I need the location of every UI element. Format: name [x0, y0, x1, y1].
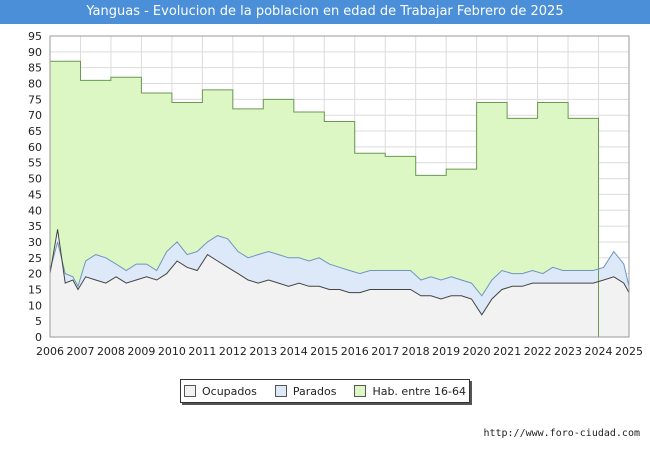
x-tick-label: 2012: [219, 345, 247, 358]
x-tick-label: 2024: [585, 345, 613, 358]
plot-border: [49, 35, 630, 338]
legend-swatch-parados: [274, 385, 287, 397]
y-tick-label: 65: [28, 125, 42, 138]
legend: Ocupados Parados Hab. entre 16-64: [180, 379, 470, 403]
series-line-ocupados: [49, 229, 630, 316]
y-tick-label: 40: [28, 204, 42, 217]
chart-title: Yanguas - Evolucion de la poblacion en e…: [0, 0, 650, 24]
x-tick-label: 2006: [36, 345, 64, 358]
legend-swatch-hab: [354, 385, 367, 397]
x-tick-label: 2023: [554, 345, 582, 358]
x-tick-label: 2011: [188, 345, 216, 358]
y-tick-label: 35: [28, 220, 42, 233]
y-tick-label: 60: [28, 141, 42, 154]
series-line-hab: [50, 60, 599, 337]
x-tick-label: 2008: [97, 345, 125, 358]
y-tick-label: 95: [28, 30, 42, 43]
y-tick-label: 55: [28, 157, 42, 170]
source-link[interactable]: http://www.foro-ciudad.com: [483, 428, 640, 439]
y-tick-label: 5: [35, 315, 42, 328]
x-tick-label: 2018: [402, 345, 430, 358]
y-tick-label: 70: [28, 109, 42, 122]
x-tick-label: 2025: [615, 345, 643, 358]
x-tick-label: 2014: [280, 345, 308, 358]
x-tick-label: 2010: [158, 345, 186, 358]
x-tick-label: 2017: [371, 345, 399, 358]
legend-item-ocupados: Ocupados: [183, 384, 257, 398]
y-tick-label: 15: [28, 283, 42, 296]
legend-label-hab: Hab. entre 16-64: [372, 384, 466, 398]
x-tick-label: 2020: [463, 345, 491, 358]
legend-label-parados: Parados: [292, 384, 337, 398]
x-axis-ticks: 2006 2007 2008 2009 2010 2011 2012 2013 2014 2015…: [36, 345, 643, 358]
y-tick-label: 45: [28, 188, 42, 201]
y-tick-label: 85: [28, 62, 42, 75]
y-tick-label: 75: [28, 93, 42, 106]
y-axis-ticks: 0 5 10 15 20 25 30 35 40 45 50 55 60 65 70 75 80 85 90 95: [28, 30, 42, 344]
legend-item-parados: Parados: [274, 384, 337, 398]
x-tick-label: 2007: [66, 345, 94, 358]
y-tick-label: 90: [28, 46, 42, 59]
x-tick-label: 2021: [493, 345, 521, 358]
series-line-parados: [49, 235, 630, 297]
x-tick-label: 2019: [432, 345, 460, 358]
x-tick-label: 2022: [524, 345, 552, 358]
y-tick-label: 30: [28, 236, 42, 249]
series-area-ocupados: [50, 229, 629, 337]
x-tick-label: 2013: [249, 345, 277, 358]
y-tick-label: 10: [28, 299, 42, 312]
y-tick-label: 0: [35, 331, 42, 344]
y-tick-label: 20: [28, 268, 42, 281]
x-tick-label: 2016: [341, 345, 369, 358]
legend-swatch-ocupados: [183, 385, 196, 397]
x-tick-label: 2015: [310, 345, 338, 358]
y-tick-label: 50: [28, 173, 42, 186]
legend-item-hab: Hab. entre 16-64: [354, 385, 466, 398]
legend-label-ocupados: Ocupados: [201, 384, 257, 398]
y-tick-label: 80: [28, 78, 42, 91]
x-tick-label: 2009: [127, 345, 155, 358]
y-tick-label: 25: [28, 252, 42, 265]
